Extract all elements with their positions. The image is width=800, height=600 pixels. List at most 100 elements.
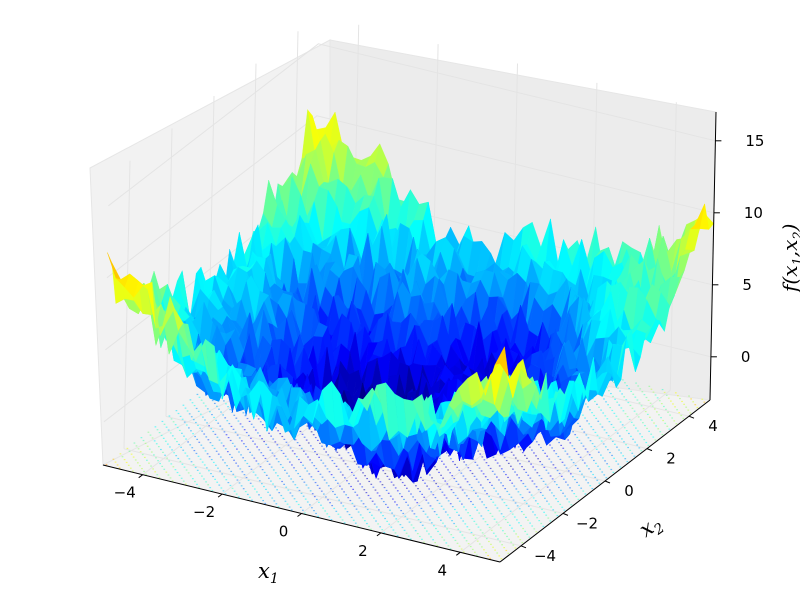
contour-mark — [463, 537, 466, 539]
contour-mark — [397, 521, 400, 523]
contour-mark — [555, 484, 558, 486]
contour-mark — [613, 412, 616, 414]
contour-mark — [603, 474, 606, 476]
contour-mark — [174, 438, 176, 440]
contour-mark — [452, 536, 455, 539]
contour-mark — [486, 479, 489, 481]
contour-mark — [461, 458, 463, 460]
contour-mark — [426, 530, 428, 532]
contour-mark — [520, 525, 522, 527]
contour-mark — [513, 516, 516, 518]
contour-mark — [579, 425, 581, 427]
contour-mark — [429, 474, 431, 476]
contour-mark — [587, 406, 589, 408]
contour-mark — [393, 515, 396, 517]
contour-mark — [352, 519, 355, 521]
contour-mark — [375, 520, 377, 522]
contour-mark — [255, 460, 258, 462]
contour-mark — [246, 493, 249, 496]
contour-mark — [194, 466, 197, 469]
contour-mark — [215, 450, 218, 452]
contour-mark — [683, 403, 685, 405]
contour-mark — [251, 454, 254, 456]
contour-mark — [409, 538, 412, 540]
contour-mark — [265, 488, 267, 491]
contour-mark — [560, 489, 562, 491]
contour-mark — [645, 396, 648, 399]
contour-mark — [156, 474, 159, 476]
contour-mark — [573, 448, 576, 450]
contour-mark — [205, 481, 207, 483]
contour-mark — [246, 462, 249, 465]
contour-mark — [210, 428, 213, 430]
contour-mark — [346, 480, 348, 482]
contour-mark — [529, 477, 532, 479]
contour-mark — [394, 487, 397, 489]
contour-mark — [238, 437, 241, 439]
contour-mark — [440, 474, 442, 476]
contour-mark — [272, 469, 275, 471]
contour-mark — [433, 511, 436, 513]
contour-mark — [368, 525, 370, 528]
contour-mark — [486, 493, 488, 495]
contour-mark — [235, 417, 238, 419]
contour-mark — [458, 469, 461, 471]
contour-mark — [506, 521, 509, 524]
contour-mark — [213, 402, 216, 405]
contour-mark — [607, 404, 609, 406]
contour-mark — [639, 388, 642, 390]
contour-mark — [292, 481, 295, 483]
contour-mark — [635, 382, 637, 384]
contour-mark — [429, 505, 432, 507]
contour-mark — [545, 514, 548, 516]
contour-mark — [472, 458, 475, 461]
contour-mark — [475, 478, 478, 480]
contour-mark — [169, 477, 172, 479]
contour-mark — [391, 512, 393, 514]
contour-mark — [353, 460, 356, 462]
contour-mark — [505, 459, 508, 462]
contour-mark — [176, 426, 179, 429]
x-tick-label: 4 — [438, 561, 448, 579]
contour-mark — [295, 501, 298, 503]
contour-mark — [481, 546, 483, 548]
contour-mark — [496, 507, 499, 509]
contour-mark — [638, 447, 641, 449]
contour-mark — [585, 434, 588, 436]
contour-mark — [238, 482, 241, 484]
contour-mark — [539, 491, 542, 494]
contour-mark — [654, 439, 657, 441]
contour-mark — [488, 526, 491, 529]
contour-mark — [540, 446, 542, 449]
contour-mark — [247, 434, 250, 437]
contour-mark — [598, 482, 601, 484]
contour-mark — [315, 467, 318, 470]
contour-mark — [567, 439, 570, 441]
contour-mark — [194, 435, 196, 438]
contour-mark — [308, 473, 311, 475]
contour-mark — [588, 454, 591, 456]
contour-mark — [574, 433, 577, 436]
contour-mark — [526, 533, 529, 535]
contour-mark — [253, 457, 256, 459]
contour-mark — [514, 457, 517, 459]
contour-mark — [426, 516, 429, 518]
contour-mark — [488, 495, 490, 498]
contour-mark — [579, 470, 581, 472]
contour-mark — [299, 430, 302, 433]
contour-mark — [526, 488, 529, 490]
contour-mark — [623, 396, 626, 398]
contour-mark — [283, 438, 286, 440]
contour-mark — [327, 499, 329, 501]
contour-mark — [449, 472, 452, 474]
contour-mark — [319, 442, 321, 444]
contour-mark — [605, 401, 607, 403]
contour-mark — [485, 462, 488, 464]
contour-mark — [622, 379, 624, 381]
contour-mark — [557, 455, 560, 458]
contour-mark — [236, 448, 238, 450]
contour-mark — [595, 448, 598, 450]
contour-mark — [217, 467, 219, 469]
x-tick-mark — [217, 493, 223, 498]
contour-mark — [594, 476, 597, 479]
